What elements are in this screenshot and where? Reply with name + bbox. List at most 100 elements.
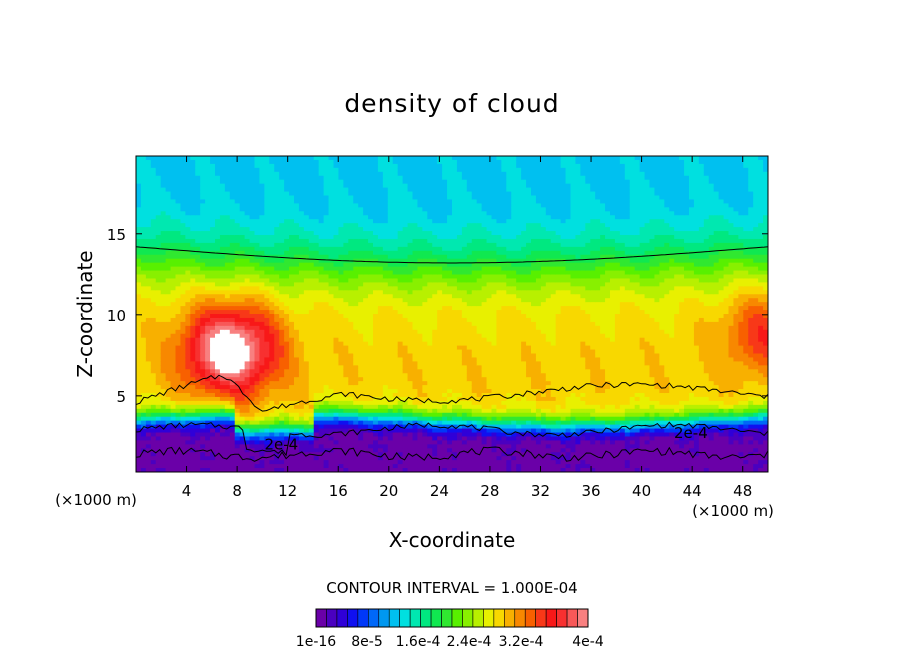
field-cell: [377, 231, 384, 236]
field-cell: [294, 345, 300, 351]
field-cell: [348, 306, 354, 311]
field-cell: [249, 337, 256, 343]
field-cell: [215, 266, 221, 272]
field-cell: [165, 357, 172, 362]
field-cell: [397, 266, 404, 272]
field-cell: [234, 456, 241, 461]
field-cell: [150, 310, 157, 315]
field-cell: [239, 298, 246, 303]
field-cell: [284, 242, 290, 248]
field-cell: [407, 361, 414, 366]
field-cell: [239, 195, 246, 201]
field-cell: [239, 314, 246, 319]
field-cell: [140, 436, 147, 441]
field-cell: [397, 460, 404, 465]
field-cell: [412, 175, 419, 181]
field-cell: [427, 393, 433, 398]
field-cell: [234, 163, 241, 169]
field-cell: [417, 432, 423, 438]
field-cell: [402, 211, 409, 216]
field-cell: [377, 238, 384, 244]
field-cell: [219, 377, 226, 382]
field-cell: [437, 373, 443, 378]
field-cell: [377, 227, 384, 232]
field-cell: [165, 274, 172, 280]
field-cell: [298, 227, 305, 232]
field-cell: [382, 432, 389, 438]
field-cell: [382, 377, 389, 382]
field-cell: [239, 404, 246, 410]
field-cell: [387, 345, 394, 351]
field-cell: [150, 195, 157, 201]
field-cell: [180, 219, 186, 224]
field-cell: [353, 298, 359, 303]
field-cell: [259, 440, 265, 445]
field-cell: [244, 329, 251, 335]
field-cell: [150, 333, 157, 339]
field-cell: [417, 238, 423, 244]
field-cell: [289, 452, 295, 457]
field-cell: [279, 266, 285, 272]
field-cell: [210, 215, 216, 220]
field-cell: [392, 231, 399, 236]
field-cell: [427, 420, 433, 426]
field-cell: [318, 377, 325, 382]
field-cell: [259, 464, 265, 469]
field-cell: [195, 290, 201, 295]
field-cell: [215, 396, 221, 402]
field-cell: [239, 270, 246, 276]
field-cell: [343, 337, 349, 343]
field-cell: [348, 357, 354, 362]
field-cell: [294, 187, 300, 193]
field-cell: [333, 223, 340, 228]
field-cell: [259, 298, 265, 303]
field-cell: [239, 373, 246, 378]
field-cell: [219, 310, 226, 315]
field-cell: [294, 159, 300, 165]
field-cell: [343, 191, 349, 197]
field-cell: [323, 353, 330, 359]
field-cell: [377, 179, 384, 185]
field-cell: [219, 242, 226, 248]
field-cell: [175, 389, 182, 394]
field-cell: [160, 171, 167, 177]
field-cell: [264, 337, 270, 343]
field-cell: [363, 231, 369, 236]
field-cell: [294, 365, 300, 370]
field-cell: [219, 337, 226, 343]
field-cell: [284, 211, 290, 216]
field-cell: [170, 258, 177, 264]
field-cell: [422, 404, 428, 410]
field-cell: [175, 404, 182, 410]
field-cell: [343, 306, 349, 311]
field-cell: [328, 235, 335, 240]
field-cell: [155, 365, 162, 370]
field-cell: [289, 400, 295, 406]
field-cell: [427, 199, 433, 204]
field-cell: [170, 235, 177, 240]
field-cell: [170, 167, 177, 173]
field-cell: [294, 464, 300, 469]
field-cell: [215, 219, 221, 224]
field-cell: [165, 199, 172, 204]
field-cell: [333, 282, 340, 287]
field-cell: [387, 321, 394, 327]
field-cell: [170, 436, 177, 441]
field-cell: [363, 400, 369, 406]
field-cell: [150, 183, 157, 189]
field-cell: [185, 452, 191, 457]
field-cell: [348, 266, 354, 272]
field-cell: [239, 274, 246, 280]
field-cell: [269, 179, 275, 185]
field-cell: [333, 231, 340, 236]
field-cell: [180, 227, 186, 232]
field-cell: [363, 436, 369, 441]
field-cell: [437, 282, 443, 287]
field-cell: [239, 211, 246, 216]
field-cell: [412, 171, 419, 177]
field-cell: [382, 345, 389, 351]
field-cell: [298, 428, 305, 434]
field-cell: [224, 329, 231, 335]
field-cell: [392, 468, 399, 472]
field-cell: [160, 175, 167, 181]
